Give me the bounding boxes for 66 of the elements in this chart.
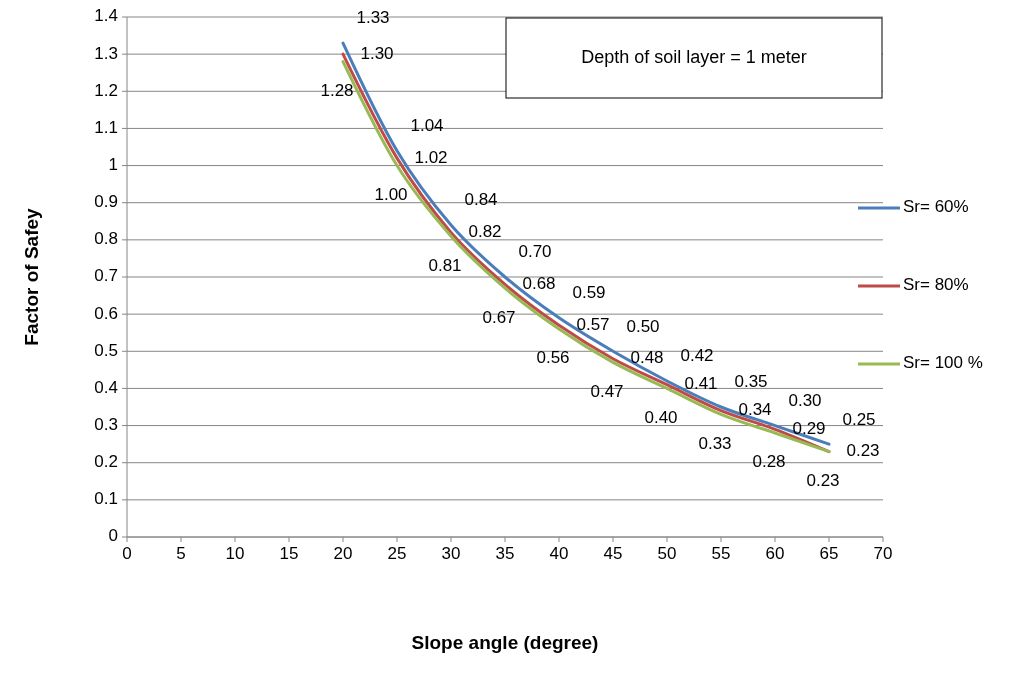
- data-label: 0.40: [644, 407, 678, 427]
- x-tick-label: 40: [549, 544, 569, 563]
- y-axis-title: Factor of Safey: [21, 207, 42, 346]
- y-tick-label: 0.4: [94, 377, 118, 397]
- y-tick-label: 1.1: [94, 117, 118, 137]
- y-tick-label: 0.3: [94, 415, 118, 435]
- y-tick-label: 0.1: [94, 489, 118, 509]
- x-tick-label: 30: [441, 544, 461, 563]
- data-label: 0.48: [630, 348, 664, 368]
- data-label: 0.84: [464, 190, 498, 210]
- data-label: 0.50: [626, 316, 660, 336]
- data-label: 0.28: [752, 452, 786, 472]
- y-tick-label: 1.2: [94, 80, 118, 100]
- data-label: 0.56: [536, 348, 570, 368]
- y-tick-label: 1: [108, 155, 118, 175]
- x-tick-label: 60: [765, 544, 785, 563]
- y-tick-label: 0.9: [94, 192, 118, 212]
- y-tick-label: 1.4: [94, 6, 118, 26]
- data-label: 0.35: [734, 372, 768, 392]
- data-label: 0.29: [792, 418, 826, 438]
- data-label: 1.30: [360, 43, 394, 63]
- data-label: 0.70: [518, 242, 552, 262]
- x-tick-label: 20: [333, 544, 353, 563]
- y-tick-label: 0: [108, 526, 118, 546]
- data-label: 0.34: [738, 400, 772, 420]
- data-label: 0.42: [680, 346, 714, 366]
- data-label: 0.23: [806, 471, 840, 491]
- x-tick-label: 15: [279, 544, 299, 563]
- legend-label: Sr= 100 %: [903, 353, 983, 373]
- legend-label: Sr= 60%: [903, 197, 969, 217]
- y-tick-label: 0.6: [94, 303, 118, 323]
- y-tick-label: 0.5: [94, 340, 118, 360]
- data-label: 1.33: [356, 8, 390, 28]
- data-label: 0.25: [842, 409, 876, 429]
- x-axis-title: Slope angle (degree): [411, 632, 599, 653]
- x-tick-label: 0: [122, 544, 132, 563]
- data-label: 0.23: [846, 441, 880, 461]
- data-label: 0.67: [482, 307, 516, 327]
- y-tick-label: 0.7: [94, 266, 118, 286]
- data-label: 1.28: [320, 81, 354, 101]
- y-tick-label: 0.2: [94, 452, 118, 472]
- data-label: 0.59: [572, 283, 606, 303]
- data-label: 0.68: [522, 273, 556, 293]
- x-tick-label: 5: [176, 544, 186, 563]
- data-label: 0.82: [468, 221, 502, 241]
- data-label: 1.04: [410, 116, 444, 136]
- data-label: 0.41: [684, 374, 718, 394]
- x-tick-label: 45: [603, 544, 623, 563]
- annotation: Depth of soil layer = 1 meter: [581, 46, 807, 67]
- data-label: 0.30: [788, 391, 822, 411]
- x-tick-label: 55: [711, 544, 731, 563]
- x-tick-label: 70: [873, 544, 893, 563]
- x-tick-label: 25: [387, 544, 407, 563]
- data-label: 1.00: [374, 185, 408, 205]
- legend-label: Sr= 80%: [903, 275, 969, 295]
- x-tick-label: 10: [225, 544, 245, 563]
- x-tick-label: 50: [657, 544, 677, 563]
- data-label: 0.57: [576, 314, 610, 334]
- data-label: 0.47: [590, 381, 624, 401]
- x-tick-label: 35: [495, 544, 515, 563]
- y-tick-label: 0.8: [94, 229, 118, 249]
- data-label: 0.81: [428, 255, 462, 275]
- data-label: 1.02: [414, 147, 448, 167]
- y-tick-label: 1.3: [94, 43, 118, 63]
- x-tick-label: 65: [819, 544, 839, 563]
- data-label: 0.33: [698, 433, 732, 453]
